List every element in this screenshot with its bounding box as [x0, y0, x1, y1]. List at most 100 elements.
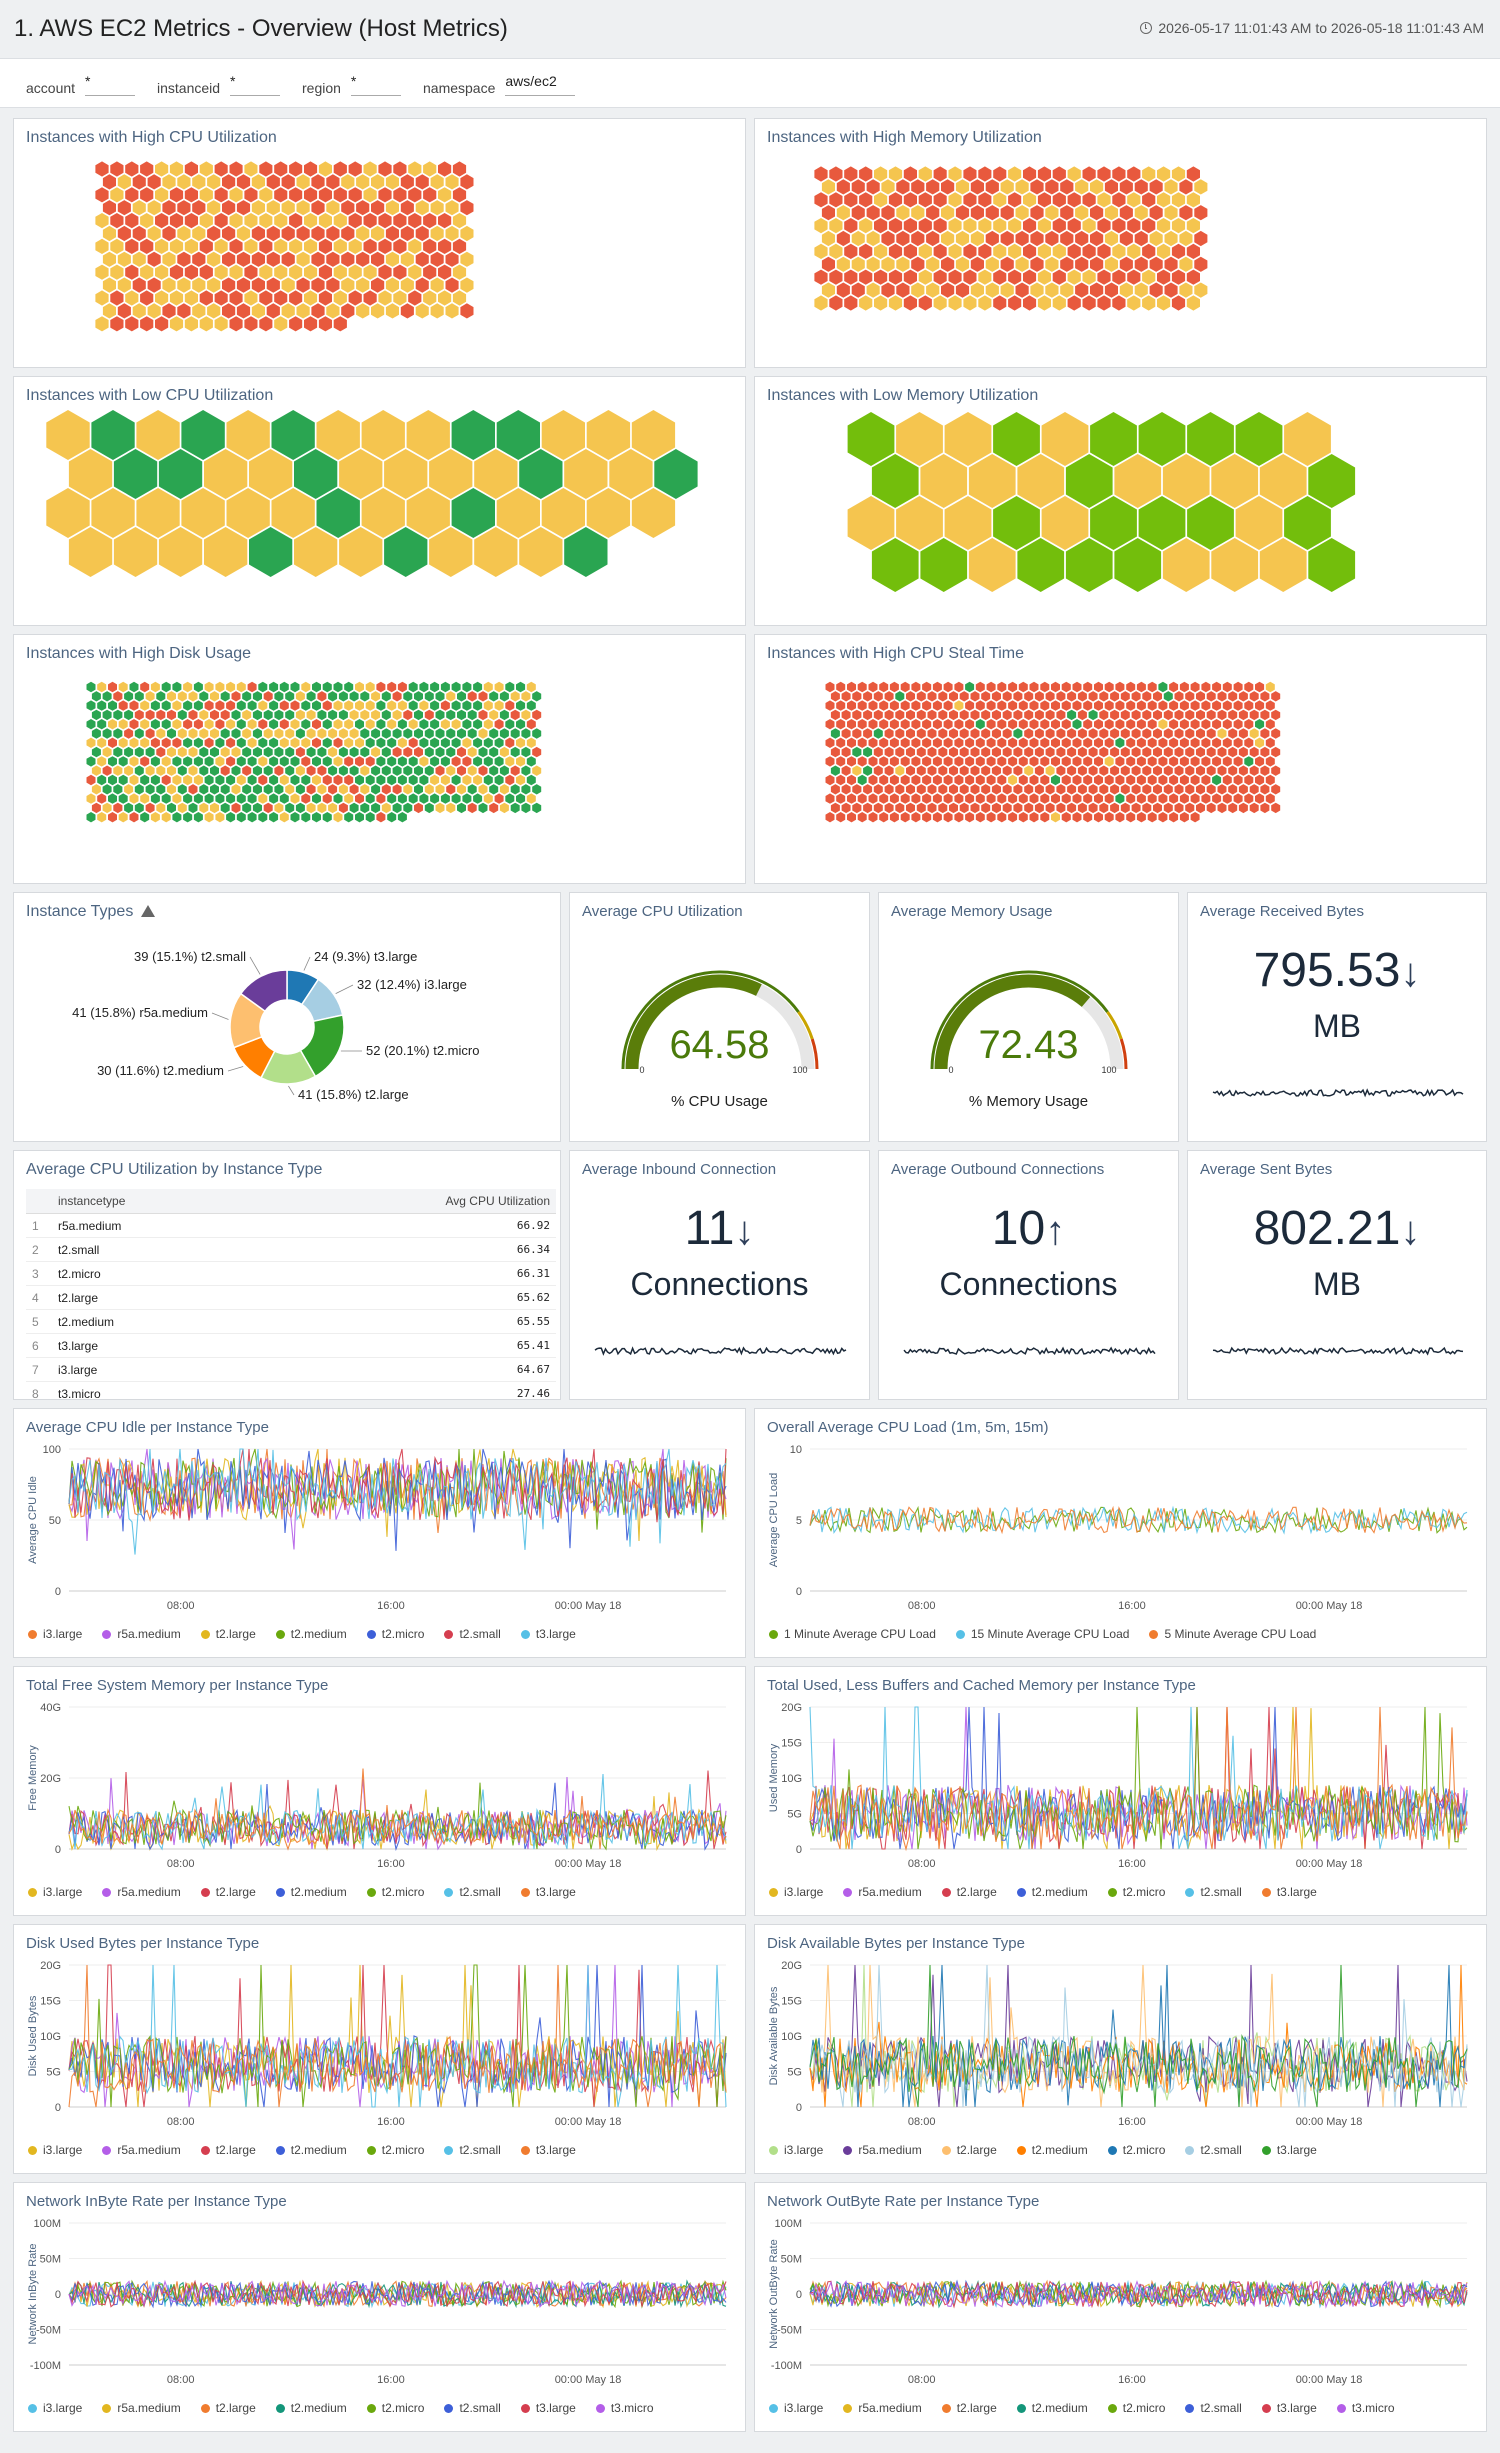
table-row[interactable]: 6 t3.large 65.41 [26, 1333, 556, 1358]
legend-item[interactable]: t2.micro [366, 2143, 424, 2157]
filter-region[interactable]: region * [302, 73, 401, 96]
table-row[interactable]: 7 i3.large 64.67 [26, 1357, 556, 1382]
warning-icon[interactable] [141, 905, 156, 917]
honeycomb-low-mem[interactable] [755, 377, 1487, 626]
honeycomb-high-steal[interactable] [755, 635, 1487, 884]
legend-item[interactable]: t2.small [444, 1885, 501, 1899]
legend-item[interactable]: t2.medium [1016, 2143, 1088, 2157]
table-row[interactable]: 4 t2.large 65.62 [26, 1285, 556, 1310]
legend-item[interactable]: t2.medium [1016, 2401, 1088, 2415]
legend-item[interactable]: 5 Minute Average CPU Load [1149, 1627, 1316, 1641]
filter-namespace[interactable]: namespace aws/ec2 [423, 73, 576, 96]
legend-item[interactable]: 15 Minute Average CPU Load [955, 1627, 1129, 1641]
legend-item[interactable]: t3.large [1261, 2401, 1317, 2415]
table-row[interactable]: 3 t2.micro 66.31 [26, 1261, 556, 1286]
filter-value[interactable]: * [230, 73, 281, 96]
instance-hexagon [1051, 756, 1060, 767]
legend-item[interactable]: t2.micro [1107, 1885, 1165, 1899]
legend-item[interactable]: t2.micro [366, 2401, 424, 2415]
table-row[interactable]: 2 t2.small 66.34 [26, 1237, 556, 1262]
legend-item[interactable]: i3.large [28, 1885, 82, 1899]
legend-item[interactable]: t3.large [1261, 2143, 1317, 2157]
legend-item[interactable]: t2.medium [275, 2401, 347, 2415]
legend-item[interactable]: r5a.medium [843, 1885, 922, 1899]
filter-value[interactable]: * [85, 73, 136, 96]
table-row[interactable]: 1 r5a.medium 66.92 [26, 1213, 556, 1238]
legend-item[interactable]: t2.large [200, 1627, 256, 1641]
legend-item[interactable]: i3.large [28, 1627, 82, 1641]
legend-item[interactable]: t3.large [1261, 1885, 1317, 1899]
honeycomb-low-cpu[interactable] [14, 377, 746, 626]
instance-hexagon [1196, 802, 1205, 814]
legend-item[interactable]: r5a.medium [102, 1627, 181, 1641]
legend-item[interactable]: r5a.medium [102, 2401, 181, 2415]
legend-item[interactable]: t2.large [200, 2401, 256, 2415]
legend-item[interactable]: i3.large [769, 2143, 823, 2157]
legend-item[interactable]: t2.large [941, 2143, 997, 2157]
legend-item[interactable]: t2.medium [275, 2143, 347, 2157]
legend-item[interactable]: r5a.medium [102, 2143, 181, 2157]
instance-hexagon [1024, 802, 1034, 814]
legend-item[interactable]: t2.medium [275, 1627, 347, 1641]
legend-item[interactable]: t2.large [941, 1885, 997, 1899]
legend-item[interactable]: t2.small [1185, 2143, 1242, 2157]
legend-item[interactable]: i3.large [769, 1885, 823, 1899]
legend-item[interactable]: t3.large [520, 1885, 576, 1899]
legend-item[interactable]: t2.large [941, 2401, 997, 2415]
legend-item[interactable]: t2.micro [1107, 2143, 1165, 2157]
filter-value[interactable]: aws/ec2 [505, 73, 576, 96]
legend-item[interactable]: t2.small [1185, 2401, 1242, 2415]
legend-item[interactable]: t2.small [444, 2401, 501, 2415]
filter-instanceid[interactable]: instanceid * [157, 73, 281, 96]
instance-hexagon [1201, 774, 1211, 786]
legend-item[interactable]: r5a.medium [843, 2401, 922, 2415]
legend-item[interactable]: t2.medium [1016, 1885, 1088, 1899]
legend-item[interactable]: t2.medium [275, 1885, 347, 1899]
instance-hexagon [147, 174, 161, 190]
table-row[interactable]: 5 t2.medium 65.55 [26, 1309, 556, 1334]
legend-item[interactable]: t3.large [520, 1627, 576, 1641]
time-range-picker[interactable]: 2026-05-17 11:01:43 AM to 2026-05-18 11:… [1140, 20, 1484, 36]
legend-item[interactable]: i3.large [769, 2401, 823, 2415]
legend-item[interactable]: t3.micro [595, 2401, 654, 2415]
instance-hexagon [296, 277, 310, 293]
instance-hexagon [1255, 774, 1265, 786]
legend-item[interactable]: t2.small [444, 1627, 501, 1641]
legend-item[interactable]: t3.large [520, 2401, 576, 2415]
instance-hexagon [896, 496, 943, 550]
filter-account[interactable]: account * [26, 73, 136, 96]
column-header[interactable]: instancetype [52, 1189, 257, 1214]
legend-item[interactable]: t3.micro [1336, 2401, 1395, 2415]
legend-item[interactable]: t2.micro [366, 1627, 424, 1641]
instance-hexagon [1094, 681, 1103, 693]
legend-item[interactable]: i3.large [28, 2401, 82, 2415]
legend-item[interactable]: t2.large [200, 2143, 256, 2157]
instance-hexagon [462, 681, 472, 693]
legend-item[interactable]: t2.micro [366, 1885, 424, 1899]
column-header[interactable]: Avg CPU Utilization [256, 1189, 556, 1214]
filter-value[interactable]: * [350, 73, 401, 96]
line-chart[interactable]: Network OutByte Rate100M50M0-50M-100M08:… [755, 2183, 1487, 2432]
line-chart[interactable]: Network InByte Rate100M50M0-50M-100M08:0… [14, 2183, 746, 2432]
legend-item[interactable]: t2.small [1185, 1885, 1242, 1899]
legend-item[interactable]: 1 Minute Average CPU Load [769, 1627, 936, 1641]
honeycomb-high-mem[interactable] [755, 119, 1487, 368]
legend-item[interactable]: r5a.medium [843, 2143, 922, 2157]
table-row[interactable]: 8 t3.micro 27.46 [26, 1381, 556, 1399]
legend-item[interactable]: r5a.medium [102, 1885, 181, 1899]
legend-item[interactable]: t2.large [200, 1885, 256, 1899]
instance-hexagon [1061, 774, 1071, 786]
legend-item[interactable]: i3.large [28, 2143, 82, 2157]
honeycomb-high-disk[interactable] [14, 635, 746, 884]
instance-hexagon [306, 728, 316, 739]
legend-item[interactable]: t3.large [520, 2143, 576, 2157]
honeycomb-high-cpu[interactable] [14, 119, 746, 368]
legend-item[interactable]: t2.micro [1107, 2401, 1165, 2415]
legend-item[interactable]: t2.small [444, 2143, 501, 2157]
